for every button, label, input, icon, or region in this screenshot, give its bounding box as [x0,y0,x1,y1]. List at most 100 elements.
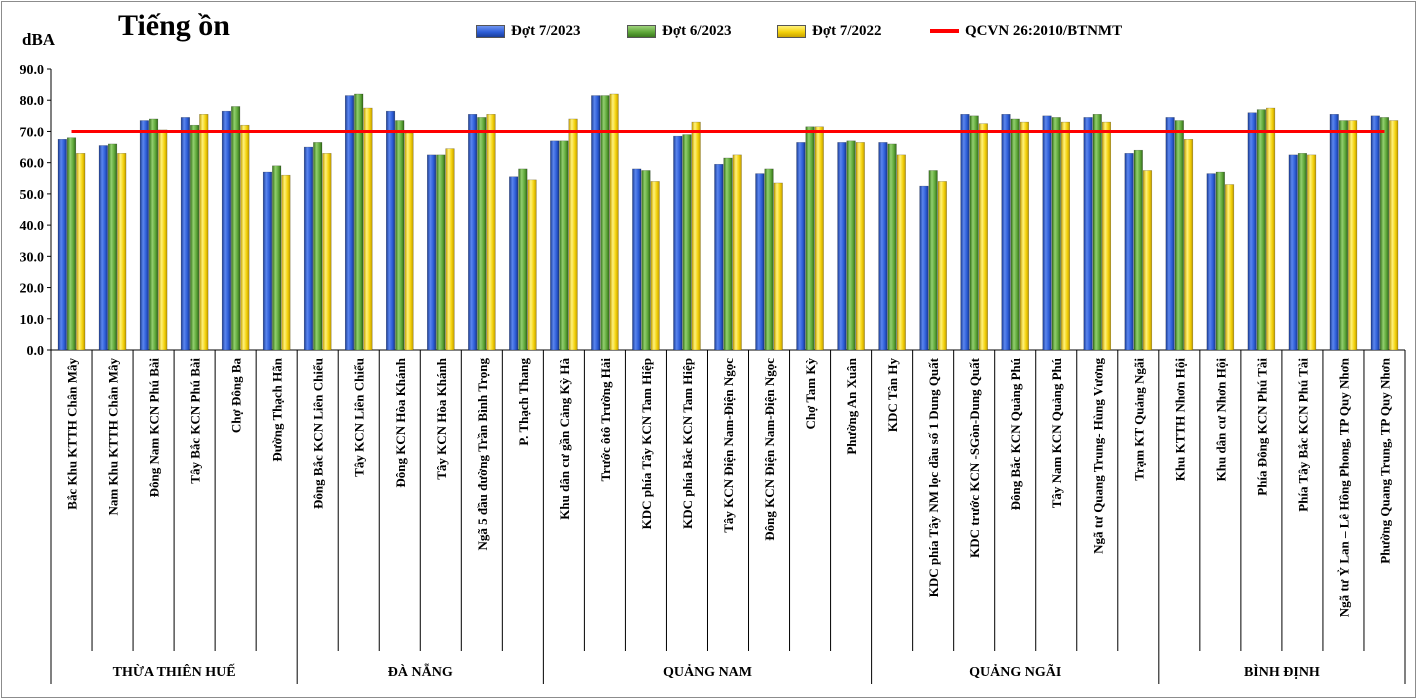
bar-series-3 [1266,107,1276,351]
group-label: QUẢNG NAM [663,663,752,680]
bar-series-1 [632,168,642,351]
bar-series-2 [477,117,487,351]
category-label: KDC phía Bắc KCN Tam Hiệp [680,358,695,529]
bar-series-2 [518,168,528,351]
bar-series-3 [363,107,373,351]
legend-label-series-2: Đợt 6/2023 [662,22,732,39]
category-label: Chợ Đông Ba [229,358,244,434]
bar-series-3 [814,126,824,351]
bar-series-3 [445,148,455,351]
category-label: Chợ Tam Kỳ [803,358,818,430]
category-label: Ngã 5 đầu đường Trần Bình Trọng [475,358,490,551]
legend-item-series-2: Đợt 6/2023 [627,21,732,41]
bar-series-3 [732,154,742,351]
bar-series-3 [404,132,414,351]
bar-series-1 [386,110,396,351]
bar-series-3 [1060,121,1070,351]
bar-series-3 [691,121,701,351]
bar-series-1 [1329,114,1339,351]
bar-series-1 [1288,154,1298,351]
y-tick-label: 70.0 [20,125,45,140]
bar-series-2 [682,134,692,351]
category-label: Tây Nam KCN Quảng Phú [1049,358,1064,508]
y-tick-label: 90.0 [20,63,45,78]
bar-series-2 [764,168,774,351]
y-tick-label: 40.0 [20,219,45,234]
bar-series-2 [1256,109,1266,351]
bar-series-2 [1297,153,1307,351]
legend-swatch-reference-line [930,29,959,33]
y-tick-label: 0.0 [27,344,45,359]
bar-series-3 [1389,120,1399,351]
category-label: Ngã tư Ỷ Lan – Lê Hồng Phong, TP Quy Nhơ… [1336,357,1351,617]
category-label: Trước ôtô Trường Hải [598,358,613,482]
bar-series-3 [117,153,127,351]
y-axis-unit-label: dBA [22,30,56,49]
bar-series-2 [354,93,364,351]
bar-series-2 [1092,114,1102,351]
bar-series-1 [550,140,560,351]
bar-series-3 [281,174,291,351]
bar-series-3 [896,154,906,351]
bar-series-1 [1370,115,1380,351]
category-label: Khu dân cư Nhơn Hội [1213,358,1228,482]
category-label: Tây Bắc KCN Phú Bài [188,358,203,484]
category-label: KDC phía Tây NM lọc dầu số 1 Dung Quất [926,357,941,597]
legend-label-reference-line: QCVN 26:2010/BTNMT [965,22,1123,39]
bar-series-1 [960,114,970,351]
bar-series-1 [57,139,67,351]
y-tick-label: 10.0 [20,313,45,328]
group-label: QUẢNG NGÃI [969,662,1061,680]
bar-series-1 [221,110,231,351]
bar-series-1 [509,176,519,351]
bar-series-1 [139,120,149,351]
category-label: Phía Đông KCN Phú Tài [1254,358,1269,496]
category-label: KDC phía Tây KCN Tam Hiệp [639,358,654,529]
bar-series-3 [1225,184,1235,351]
bar-series-1 [673,135,683,351]
bar-series-2 [846,140,856,351]
bar-series-3 [978,123,988,351]
category-label: Trạm KT Quảng Ngãi [1131,358,1146,481]
bar-series-1 [1083,117,1093,351]
bar-series-3 [158,129,168,351]
bar-series-3 [937,181,947,351]
bar-series-1 [837,142,847,351]
category-label: Bắc Khu KTTH Chân Mây [65,358,80,510]
category-label: Đông KCN Hòa Khánh [393,357,408,487]
category-label: Khu dân cư gần Cảng Kỳ Hà [557,358,572,520]
bar-series-2 [1215,171,1225,351]
legend-item-series-3: Đợt 7/2022 [777,21,882,41]
bar-series-3 [1019,121,1029,351]
bar-series-3 [1101,121,1112,351]
bar-series-2 [272,165,282,351]
category-label: Phường An Xuân [844,357,859,454]
category-label: Khu KTTH Nhơn Hội [1172,358,1187,482]
category-label: Đông Bắc KCN Liên Chiểu [311,358,326,509]
category-label: Tây KCN Điện Nam-Điện Ngọc [721,358,736,533]
group-label: THỪA THIÊN HUẾ [113,663,236,680]
y-tick-label: 80.0 [20,94,45,109]
category-label: Đông Bắc KCN Quảng Phú [1008,358,1023,510]
category-label: KDC trước KCN -SGòn-Dung Quất [967,357,982,558]
bar-series-2 [969,115,979,351]
bar-series-2 [190,124,200,351]
bar-series-1 [468,114,478,351]
bar-series-1 [98,145,108,351]
bar-series-3 [568,118,578,351]
category-label: KDC Tân Hy [885,358,900,433]
bar-series-2 [1010,118,1020,351]
bar-series-3 [1142,170,1153,351]
bar-series-2 [559,140,569,351]
y-tick-label: 60.0 [20,157,45,172]
bar-series-3 [527,179,537,351]
y-tick-label: 50.0 [20,188,45,203]
bar-series-1 [180,117,190,351]
bar-series-1 [796,142,806,351]
bar-series-1 [755,173,765,351]
bar-series-2 [108,143,118,351]
bar-series-3 [199,114,209,351]
bar-series-3 [773,182,783,351]
bar-series-2 [313,142,323,351]
